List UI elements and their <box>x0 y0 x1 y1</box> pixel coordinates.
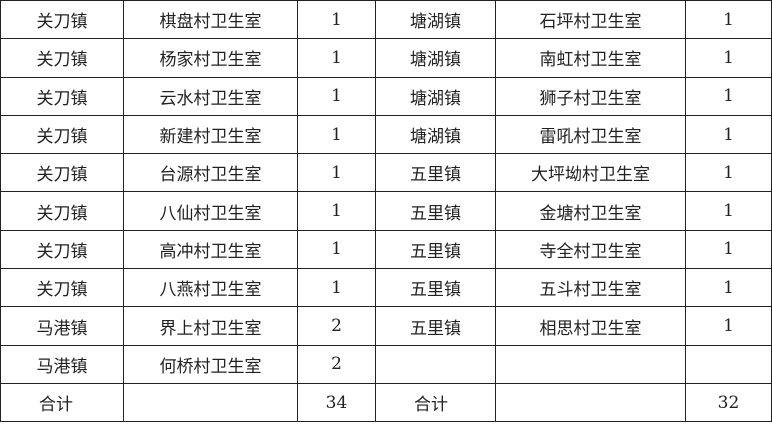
town-cell: 关刀镇 <box>0 38 124 78</box>
clinic-cell: 相思村卫生室 <box>495 306 686 346</box>
town-cell: 关刀镇 <box>0 268 124 308</box>
clinic-cell: 八燕村卫生室 <box>123 268 298 308</box>
clinic-cell: 界上村卫生室 <box>123 306 298 346</box>
count-cell: 1 <box>297 191 376 231</box>
count-cell: 1 <box>297 38 376 78</box>
table-row: 关刀镇 八仙村卫生室 1 五里镇 金塘村卫生室 1 <box>0 191 772 231</box>
town-cell: 关刀镇 <box>0 114 124 155</box>
table-row: 马港镇 何桥村卫生室 2 <box>0 344 772 384</box>
clinic-cell: 狮子村卫生室 <box>495 76 686 116</box>
count-cell: 34 <box>297 382 376 423</box>
count-cell: 1 <box>297 114 376 155</box>
clinic-cell <box>495 344 686 384</box>
clinic-cell: 云水村卫生室 <box>123 76 298 116</box>
clinic-cell: 高冲村卫生室 <box>123 229 298 270</box>
count-cell: 1 <box>685 0 772 40</box>
clinic-cell: 新建村卫生室 <box>123 114 298 155</box>
count-cell: 1 <box>685 76 772 116</box>
count-cell: 32 <box>685 382 772 423</box>
clinic-cell: 杨家村卫生室 <box>123 38 298 78</box>
count-cell: 1 <box>685 229 772 270</box>
total-row: 合计 34 合计 32 <box>0 382 772 423</box>
count-cell: 1 <box>297 76 376 116</box>
town-cell: 关刀镇 <box>0 229 124 270</box>
clinic-cell: 雷吼村卫生室 <box>495 114 686 155</box>
town-cell: 五里镇 <box>375 229 496 270</box>
clinic-cell <box>495 382 686 423</box>
count-cell: 1 <box>685 38 772 78</box>
town-cell: 马港镇 <box>0 344 124 384</box>
town-cell: 关刀镇 <box>0 191 124 231</box>
count-cell: 1 <box>297 229 376 270</box>
clinic-cell: 金塘村卫生室 <box>495 191 686 231</box>
count-cell: 1 <box>297 153 376 193</box>
clinic-cell: 大坪坳村卫生室 <box>495 153 686 193</box>
town-cell: 五里镇 <box>375 153 496 193</box>
town-cell: 塘湖镇 <box>375 76 496 116</box>
clinic-cell: 寺全村卫生室 <box>495 229 686 270</box>
clinic-cell: 棋盘村卫生室 <box>123 0 298 40</box>
town-cell: 合计 <box>375 382 496 423</box>
clinic-cell <box>123 382 298 423</box>
count-cell: 1 <box>685 114 772 155</box>
count-cell: 1 <box>685 268 772 308</box>
table-row: 关刀镇 棋盘村卫生室 1 塘湖镇 石坪村卫生室 1 <box>0 0 772 40</box>
clinic-cell: 南虹村卫生室 <box>495 38 686 78</box>
table-row: 马港镇 界上村卫生室 2 五里镇 相思村卫生室 1 <box>0 306 772 346</box>
clinic-cell: 石坪村卫生室 <box>495 0 686 40</box>
town-cell: 关刀镇 <box>0 153 124 193</box>
town-cell: 塘湖镇 <box>375 38 496 78</box>
table-row: 关刀镇 八燕村卫生室 1 五里镇 五斗村卫生室 1 <box>0 268 772 308</box>
count-cell <box>685 344 772 384</box>
count-cell: 2 <box>297 306 376 346</box>
count-cell: 1 <box>297 0 376 40</box>
table-row: 关刀镇 台源村卫生室 1 五里镇 大坪坳村卫生室 1 <box>0 153 772 193</box>
town-cell <box>375 344 496 384</box>
count-cell: 1 <box>685 153 772 193</box>
town-cell: 五里镇 <box>375 268 496 308</box>
town-cell: 塘湖镇 <box>375 0 496 40</box>
table-row: 关刀镇 新建村卫生室 1 塘湖镇 雷吼村卫生室 1 <box>0 114 772 155</box>
count-cell: 1 <box>297 268 376 308</box>
town-cell: 塘湖镇 <box>375 114 496 155</box>
table-row: 关刀镇 高冲村卫生室 1 五里镇 寺全村卫生室 1 <box>0 229 772 270</box>
town-cell: 关刀镇 <box>0 0 124 40</box>
clinic-cell: 五斗村卫生室 <box>495 268 686 308</box>
clinic-cell: 何桥村卫生室 <box>123 344 298 384</box>
count-cell: 1 <box>685 306 772 346</box>
count-cell: 1 <box>685 191 772 231</box>
town-cell: 关刀镇 <box>0 76 124 116</box>
count-cell: 2 <box>297 344 376 384</box>
table-row: 关刀镇 云水村卫生室 1 塘湖镇 狮子村卫生室 1 <box>0 76 772 116</box>
clinic-cell: 台源村卫生室 <box>123 153 298 193</box>
clinic-cell: 八仙村卫生室 <box>123 191 298 231</box>
town-cell: 合计 <box>0 382 124 423</box>
table-row: 关刀镇 杨家村卫生室 1 塘湖镇 南虹村卫生室 1 <box>0 38 772 78</box>
town-cell: 马港镇 <box>0 306 124 346</box>
town-cell: 五里镇 <box>375 306 496 346</box>
town-cell: 五里镇 <box>375 191 496 231</box>
